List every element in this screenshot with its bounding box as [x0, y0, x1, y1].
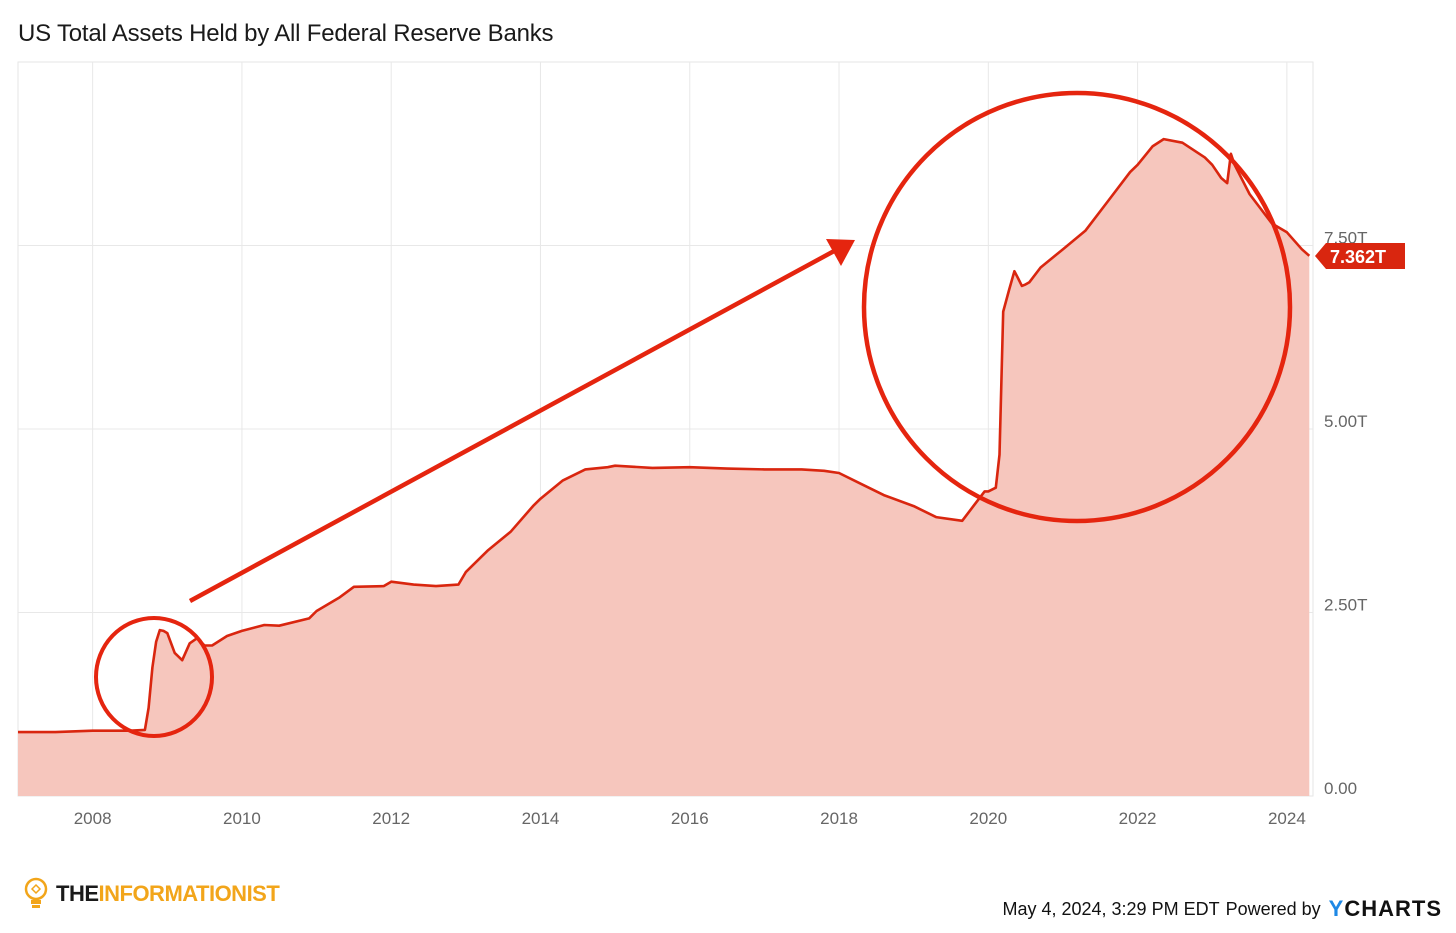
brand-name-part1: THE — [56, 881, 99, 906]
x-tick-label: 2018 — [820, 809, 858, 828]
annotation-arrow-shaft — [188, 248, 838, 603]
x-axis-ticks: 2008 2010 2012 2014 2016 2018 2020 2022 2024 — [74, 809, 1306, 828]
x-tick-label: 2014 — [522, 809, 560, 828]
ycharts-logo[interactable]: YCHARTS — [1329, 896, 1442, 922]
y-tick-label: 5.00T — [1324, 412, 1367, 431]
ycharts-logo-text: CHARTS — [1344, 896, 1442, 921]
x-tick-label: 2016 — [671, 809, 709, 828]
brand-logo: THE INFORMATIONIST — [22, 876, 280, 912]
y-tick-label: 7.50T — [1324, 229, 1367, 248]
timestamp: May 4, 2024, 3:29 PM EDT — [1002, 898, 1220, 919]
current-value-label: 7.362T — [1330, 247, 1386, 267]
x-tick-label: 2020 — [969, 809, 1007, 828]
x-tick-label: 2008 — [74, 809, 112, 828]
annotation-arrow-head — [826, 239, 855, 266]
attribution: May 4, 2024, 3:29 PM EDT Powered by YCHA… — [1002, 896, 1442, 922]
chart-title: US Total Assets Held by All Federal Rese… — [18, 20, 554, 47]
y-tick-label: 0.00 — [1324, 779, 1357, 798]
y-axis-ticks: 0.00 2.50T 5.00T 7.50T — [1324, 229, 1367, 799]
lightbulb-icon — [24, 877, 48, 908]
series-line — [18, 137, 1311, 734]
highlight-circle-2008 — [94, 616, 214, 738]
y-tick-label: 2.50T — [1324, 596, 1367, 615]
x-tick-label: 2012 — [372, 809, 410, 828]
ycharts-logo-y: Y — [1328, 896, 1345, 921]
x-tick-label: 2024 — [1268, 809, 1306, 828]
current-value-tag: 7.362T — [1315, 243, 1405, 269]
highlight-circle-2020 — [861, 90, 1293, 524]
brand-name-part2: INFORMATIONIST — [98, 881, 280, 906]
x-tick-label: 2010 — [223, 809, 261, 828]
powered-by-text: Powered by — [1225, 898, 1321, 919]
series-area — [18, 139, 1310, 797]
x-tick-label: 2022 — [1119, 809, 1157, 828]
